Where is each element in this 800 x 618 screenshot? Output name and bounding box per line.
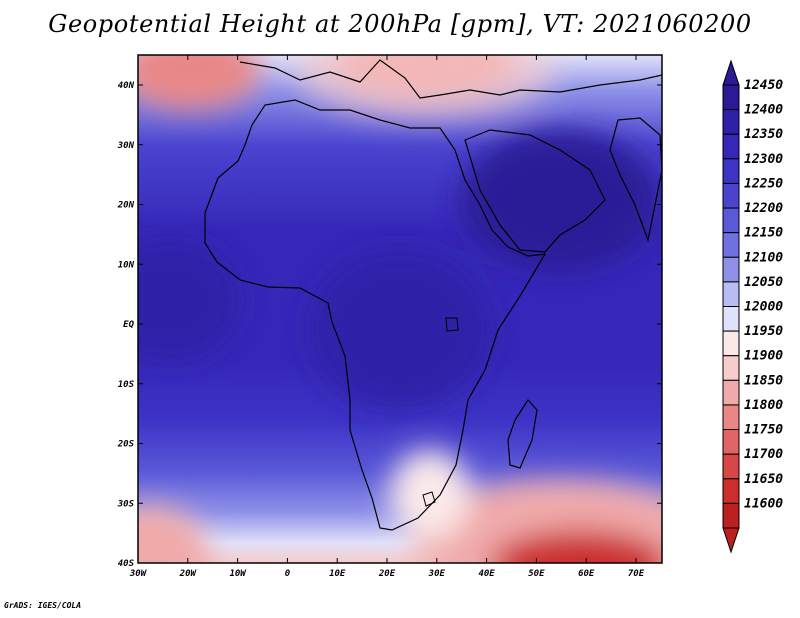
grads-credit: GrADS: IGES/COLA [4, 601, 82, 610]
low-south-atlantic [138, 505, 210, 563]
colorbar-segment [722, 379, 740, 406]
x-tick-label: 20W [179, 569, 198, 579]
colorbar-label: 11900 [744, 349, 783, 364]
colorbar-segment [722, 281, 740, 307]
colorbar-segment [722, 330, 740, 357]
lake-victoria-outline [445, 317, 459, 332]
colorbar-bottom-arrow [722, 527, 740, 554]
y-tick-label: 40N [118, 81, 135, 91]
height-field-blobs [138, 55, 662, 563]
map-frame [137, 54, 663, 564]
colorbar-segment [722, 182, 740, 209]
x-tick-label: 40E [478, 569, 495, 579]
colorbar-segment [722, 404, 740, 431]
x-tick-label: 60E [578, 569, 595, 579]
colorbar-label: 11650 [744, 472, 783, 487]
colorbar-segment [722, 453, 740, 480]
colorbar-segment [722, 207, 740, 234]
colorbar-segment [722, 109, 740, 135]
land-outline [204, 99, 547, 531]
high-central-africa [310, 250, 490, 410]
colorbar-segment [722, 158, 740, 184]
colorbar-label: 12200 [744, 201, 783, 216]
europe-outline [239, 59, 662, 99]
y-tick-label: 10S [118, 380, 135, 390]
colorbar-label: 11600 [744, 496, 783, 511]
high-atlantic [138, 240, 240, 360]
low-north-atlantic [138, 55, 260, 110]
x-tick-label: 10W [229, 569, 247, 579]
colorbar-segment [722, 355, 740, 381]
colorbar-label: 12000 [744, 300, 783, 315]
colorbar-segment [722, 429, 740, 455]
colorbar-label: 11700 [744, 447, 783, 462]
low-mediterranean-edge [295, 55, 555, 120]
colorbar-label: 12350 [744, 127, 783, 142]
ridge-southern-africa [390, 450, 470, 540]
y-tick-label: 20N [117, 201, 135, 211]
colorbar-label: 12450 [744, 78, 783, 93]
colorbar-segment [722, 478, 740, 504]
colorbar-segment [722, 133, 740, 160]
india-outline [609, 117, 662, 243]
x-tick-label: 0 [285, 569, 291, 579]
high-arabia [460, 130, 660, 270]
x-tick-label: 20E [378, 569, 396, 579]
y-tick-label: 30N [117, 141, 135, 151]
colorbar-segment [722, 256, 740, 283]
colorbar-segment [722, 232, 740, 258]
y-tick-label: 20S [117, 440, 135, 450]
colorbar-label: 11750 [744, 423, 783, 438]
y-tick-label: 30S [117, 499, 135, 509]
madagascar-outline [507, 399, 538, 469]
colorbar: 12450 12400 12350 12300 12250 12200 12150 12100… [722, 59, 783, 554]
arabia-outline [464, 129, 606, 253]
colorbar-label: 12400 [744, 103, 783, 118]
map-axes: 30W 20W 10W 0 10E 20E 30E 40E 50E 60E 70E 40N 30N 20N… [117, 55, 662, 579]
colorbar-segment [722, 306, 740, 332]
map-area [138, 55, 662, 563]
colorbar-label: 11850 [744, 373, 783, 388]
colorbar-top-arrow [722, 59, 740, 86]
lesotho-outline [422, 491, 436, 507]
y-tick-label: 10N [118, 260, 135, 270]
x-tick-label: 10E [329, 569, 346, 579]
map-title: Geopotential Height at 200hPa [gpm], VT:… [48, 10, 752, 38]
colorbar-label: 12050 [744, 275, 783, 290]
colorbar-label: 12150 [744, 226, 783, 241]
x-tick-label: 50E [528, 569, 545, 579]
colorbar-segment [722, 502, 740, 529]
colorbar-label: 12300 [744, 152, 783, 167]
x-tick-label: 30E [428, 569, 446, 579]
colorbar-label: 11800 [744, 398, 783, 413]
y-tick-label: EQ [123, 320, 134, 330]
x-tick-label: 30W [129, 569, 148, 579]
colorbar-label: 11950 [744, 324, 783, 339]
colorbar-label: 12250 [744, 176, 783, 191]
x-tick-label: 70E [628, 569, 645, 579]
y-tick-label: 40S [118, 559, 135, 569]
colorbar-segment [722, 84, 740, 111]
colorbar-label: 12100 [744, 250, 783, 265]
low-indian-ocean [490, 530, 662, 563]
